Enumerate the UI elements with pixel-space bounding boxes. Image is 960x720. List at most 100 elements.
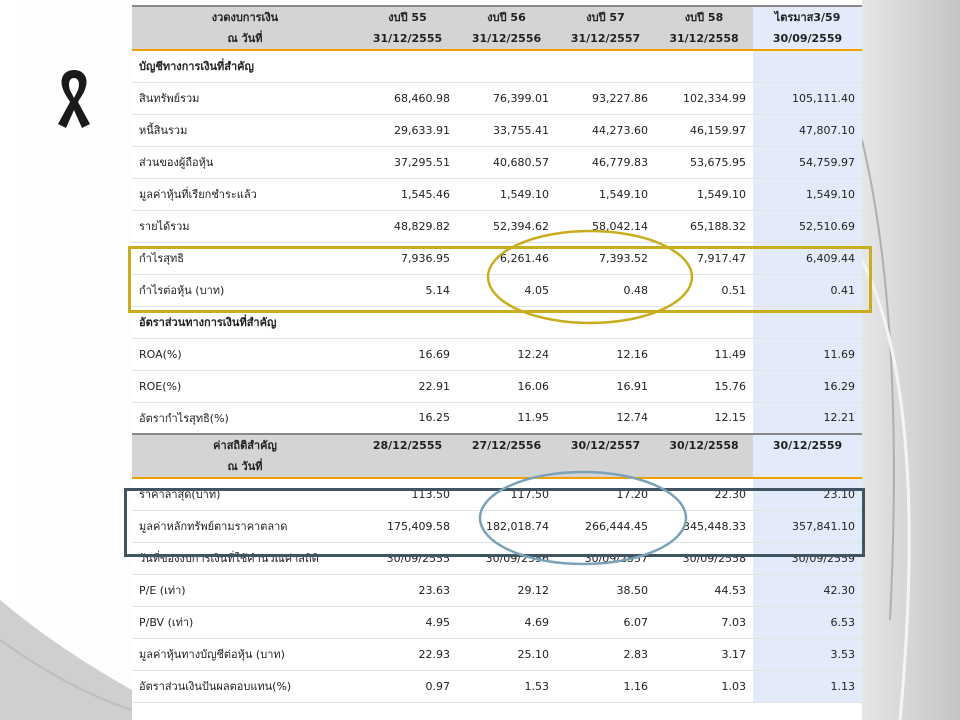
row-value: 16.25 — [358, 402, 457, 435]
header_top-col-1-line2: 31/12/2556 — [457, 28, 556, 51]
row-value: 22.93 — [358, 638, 457, 671]
row-label: สินทรัพย์รวม — [132, 82, 358, 115]
row-value: 1,549.10 — [457, 178, 556, 211]
financial-table-body: งวดงบการเงิน งบปี 55 งบปี 56 งบปี 57 งบปี 58… — [132, 0, 862, 703]
header_top-col-4-line2: 30/09/2559 — [753, 28, 862, 51]
row-value: 2.83 — [556, 638, 655, 671]
header_stats-col-1-line2 — [457, 456, 556, 479]
row-value: 4.69 — [457, 606, 556, 639]
financial-table: งวดงบการเงิน งบปี 55 งบปี 56 งบปี 57 งบปี 58… — [132, 0, 862, 703]
row-value: 16.29 — [753, 370, 862, 403]
row-value: 102,334.99 — [655, 82, 753, 115]
row-value: 11.95 — [457, 402, 556, 435]
header_stats-col-2-line1: 30/12/2557 — [556, 433, 655, 456]
row-value: 44.53 — [655, 574, 753, 607]
row-label: ROA(%) — [132, 338, 358, 371]
row-value: 7.03 — [655, 606, 753, 639]
header_stats-label-line1: ค่าสถิติสำคัญ — [132, 433, 358, 456]
header_stats-col-4-line1: 30/12/2559 — [753, 433, 862, 456]
row-value: 37,295.51 — [358, 146, 457, 179]
row-value: 33,755.41 — [457, 114, 556, 147]
header_stats-header-line1: ค่าสถิติสำคัญ 28/12/2555 27/12/2556 30/12/2… — [132, 433, 862, 456]
section-financials-label: บัญชีทางการเงินที่สำคัญ — [132, 50, 358, 83]
row-label: ส่วนของผู้ถือหุ้น — [132, 146, 358, 179]
row-value: 357,841.10 — [753, 510, 862, 543]
row-value: 30/09/2559 — [753, 542, 862, 575]
row-value: 16.91 — [556, 370, 655, 403]
header_stats-label-line2: ณ วันที่ — [132, 456, 358, 479]
table-row: อัตราส่วนเงินปันผลตอบแทน(%) 0.97 1.53 1.16 1… — [132, 670, 862, 703]
row-label: ราคาล่าสุด(บาท) — [132, 478, 358, 511]
row-label: P/E (เท่า) — [132, 574, 358, 607]
share-price-highlight-box — [124, 488, 865, 557]
header_top-col-2-line2: 31/12/2557 — [556, 28, 655, 51]
row-value: 16.69 — [358, 338, 457, 371]
row-value: 3.17 — [655, 638, 753, 671]
header_top-col-1-line1: งบปี 56 — [457, 5, 556, 28]
table-row: ส่วนของผู้ถือหุ้น 37,295.51 40,680.57 46,77… — [132, 146, 862, 179]
table-row: P/BV (เท่า) 4.95 4.69 6.07 7.03 6.53 — [132, 606, 862, 639]
row-value: 76,399.01 — [457, 82, 556, 115]
row-value: 29.12 — [457, 574, 556, 607]
header_top-col-0-line1: งบปี 55 — [358, 5, 457, 28]
header_top-header-line1: งวดงบการเงิน งบปี 55 งบปี 56 งบปี 57 งบปี 58… — [132, 5, 862, 28]
row-value: 38.50 — [556, 574, 655, 607]
net-profit-highlight-box — [128, 246, 872, 313]
row-value: 11.69 — [753, 338, 862, 371]
section-financials-cell — [358, 50, 457, 83]
row-value: 58,042.14 — [556, 210, 655, 243]
header_stats-header-line2: ณ วันที่ — [132, 456, 862, 479]
header_top-col-2-line1: งบปี 57 — [556, 5, 655, 28]
header_top-label-line1: งวดงบการเงิน — [132, 5, 358, 28]
header_stats-col-1-line1: 27/12/2556 — [457, 433, 556, 456]
section-financials-cell — [556, 50, 655, 83]
row-value: 15.76 — [655, 370, 753, 403]
row-value: 54,759.97 — [753, 146, 862, 179]
row-label: กำไรต่อหุ้น (บาท) — [132, 274, 358, 307]
row-label: หนี้สินรวม — [132, 114, 358, 147]
row-value: 22.91 — [358, 370, 457, 403]
row-value: 1,549.10 — [556, 178, 655, 211]
header_stats-col-3-line1: 30/12/2558 — [655, 433, 753, 456]
header_stats-col-3-line2 — [655, 456, 753, 479]
row-value: 105,111.40 — [753, 82, 862, 115]
row-value: 12.24 — [457, 338, 556, 371]
section-financials: บัญชีทางการเงินที่สำคัญ — [132, 50, 862, 83]
row-value: 52,510.69 — [753, 210, 862, 243]
row-value: 6.07 — [556, 606, 655, 639]
row-value: 1,549.10 — [655, 178, 753, 211]
row-value: 46,779.83 — [556, 146, 655, 179]
table-row: มูลค่าหุ้นทางบัญชีต่อหุ้น (บาท) 22.93 25.1… — [132, 638, 862, 671]
header_top-col-0-line2: 31/12/2555 — [358, 28, 457, 51]
row-value: 23.10 — [753, 478, 862, 511]
row-value: 0.41 — [753, 274, 862, 307]
row-value: 65,188.32 — [655, 210, 753, 243]
row-value: 42.30 — [753, 574, 862, 607]
row-value: 6.53 — [753, 606, 862, 639]
header_top-col-3-line2: 31/12/2558 — [655, 28, 753, 51]
financial-table-panel: งวดงบการเงิน งบปี 55 งบปี 56 งบปี 57 งบปี 58… — [132, 0, 862, 720]
table-row: ROA(%) 16.69 12.24 12.16 11.49 11.69 — [132, 338, 862, 371]
row-label: รายได้รวม — [132, 210, 358, 243]
mourning-ribbon-icon — [58, 70, 90, 128]
row-value: 1,549.10 — [753, 178, 862, 211]
table-row: รายได้รวม 48,829.82 52,394.62 58,042.14 65,1… — [132, 210, 862, 243]
row-value: 12.16 — [556, 338, 655, 371]
header_stats-col-0-line2 — [358, 456, 457, 479]
row-value: 3.53 — [753, 638, 862, 671]
row-value: 53,675.95 — [655, 146, 753, 179]
row-value: 48,829.82 — [358, 210, 457, 243]
row-value: 0.97 — [358, 670, 457, 703]
row-value: 1.53 — [457, 670, 556, 703]
table-row: มูลค่าหุ้นที่เรียกชำระแล้ว 1,545.46 1,549.… — [132, 178, 862, 211]
row-label: อัตรากำไรสุทธิ(%) — [132, 402, 358, 435]
row-value: 47,807.10 — [753, 114, 862, 147]
table-row: ROE(%) 22.91 16.06 16.91 15.76 16.29 — [132, 370, 862, 403]
header_top-col-4-line1: ไตรมาส3/59 — [753, 5, 862, 28]
row-label: P/BV (เท่า) — [132, 606, 358, 639]
row-label: มูลค่าหลักทรัพย์ตามราคาตลาด — [132, 510, 358, 543]
row-value: 175,409.58 — [358, 510, 457, 543]
row-value: 1.03 — [655, 670, 753, 703]
table-row: P/E (เท่า) 23.63 29.12 38.50 44.53 42.30 — [132, 574, 862, 607]
row-value: 12.74 — [556, 402, 655, 435]
